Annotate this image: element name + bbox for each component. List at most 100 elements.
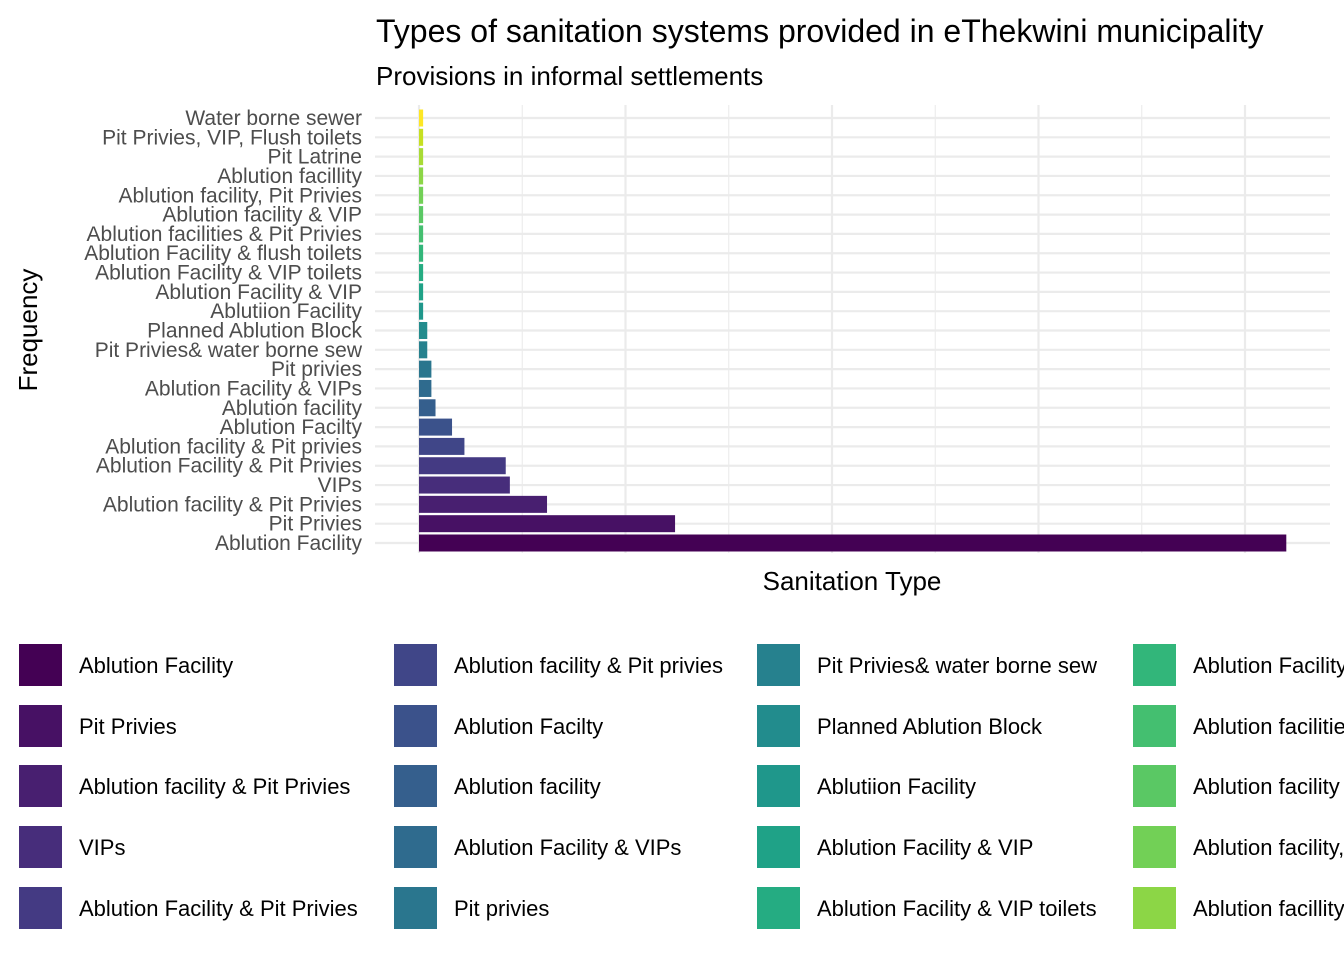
bar <box>419 379 432 397</box>
bar <box>419 225 424 243</box>
legend-item: Ablution facility & Pit privies <box>394 644 723 686</box>
bar <box>419 264 424 282</box>
legend-item: Ablution Facility & flush toilets <box>1133 644 1344 686</box>
legend-label: Planned Ablution Block <box>817 714 1043 739</box>
y-tick-label: Pit privies <box>271 358 362 381</box>
legend-item: Ablution Facility <box>19 644 233 686</box>
y-tick-label: Ablution facility & VIP <box>162 204 362 227</box>
y-tick-label: Pit Privies <box>269 513 362 536</box>
bar <box>419 437 465 455</box>
bar <box>419 476 510 494</box>
legend-key <box>757 765 800 807</box>
bar <box>419 495 548 513</box>
bar <box>419 457 506 475</box>
bar <box>419 341 428 359</box>
y-tick-label: Ablutiion Facility <box>210 300 362 323</box>
bar <box>419 167 424 185</box>
legend-item: Pit Privies& water borne sew <box>757 644 1097 686</box>
bars <box>419 109 1287 552</box>
y-tick-label: Ablution Facilty <box>220 416 363 439</box>
legend-label: Ablution facility & Pit Privies <box>79 774 350 799</box>
legend-key <box>394 705 437 747</box>
bar <box>419 534 1287 552</box>
legend-item: Ablution facility & VIP <box>1133 765 1344 807</box>
y-tick-label: Planned Ablution Block <box>147 320 362 343</box>
legend-label: Ablution Facilty <box>454 714 603 739</box>
legend-item: Ablution Facility & VIPs <box>394 826 681 868</box>
legend-item: Ablution Facility & VIP toilets <box>757 887 1097 929</box>
legend-item: Ablution Facilty <box>394 705 603 747</box>
x-axis-label: Sanitation Type <box>763 566 942 596</box>
y-tick-label: Ablution Facility <box>215 532 363 555</box>
legend-label: Ablution Facility & Pit Privies <box>79 896 358 921</box>
bar <box>419 515 676 533</box>
y-tick-label: Ablution Facility & VIPs <box>145 377 362 400</box>
legend-key <box>757 705 800 747</box>
legend-key <box>757 887 800 929</box>
legend-label: Ablution Facility & flush toilets <box>1193 653 1344 678</box>
y-tick-label: Ablution facillity <box>217 165 362 188</box>
legend: Ablution Facility Pit Privies Ablution fac… <box>19 644 1344 929</box>
legend-label: Ablution facillity <box>1193 896 1344 921</box>
bar <box>419 186 424 204</box>
bar <box>419 148 424 166</box>
legend-key <box>19 705 62 747</box>
legend-item: Ablutiion Facility <box>757 765 976 807</box>
legend-key <box>1133 887 1176 929</box>
legend-key <box>394 765 437 807</box>
legend-label: Ablution Facility & VIPs <box>454 835 681 860</box>
bar <box>419 206 424 224</box>
legend-label: Pit Privies <box>79 714 177 739</box>
legend-item: Ablution Facility & VIP <box>757 826 1033 868</box>
legend-label: Ablution facility, Pit Privies <box>1193 835 1344 860</box>
y-tick-label: Ablution facility & Pit Privies <box>103 493 362 516</box>
legend-key <box>1133 705 1176 747</box>
bar <box>419 128 424 146</box>
legend-key <box>19 887 62 929</box>
chart-title: Types of sanitation systems provided in … <box>376 13 1264 49</box>
legend-key <box>394 826 437 868</box>
legend-key <box>19 765 62 807</box>
bar <box>419 322 428 339</box>
legend-item: VIPs <box>19 826 125 868</box>
legend-key <box>1133 765 1176 807</box>
y-tick-label: Pit Latrine <box>267 146 362 169</box>
legend-key <box>1133 826 1176 868</box>
y-tick-label: Pit Privies, VIP, Flush toilets <box>102 126 362 149</box>
legend-item: Ablution facilities & Pit Privies <box>1133 705 1344 747</box>
y-tick-label: Pit Privies& water borne sew <box>95 339 363 362</box>
legend-key <box>1133 644 1176 686</box>
legend-label: Ablution Facility & VIP toilets <box>817 896 1097 921</box>
bar <box>419 283 424 301</box>
chart-subtitle: Provisions in informal settlements <box>376 61 763 91</box>
bar <box>419 244 424 262</box>
legend-label: Pit Privies& water borne sew <box>817 653 1097 678</box>
legend-label: VIPs <box>79 835 125 860</box>
y-tick-label: Ablution Facility & VIP <box>155 281 362 304</box>
legend-label: Ablution facilities & Pit Privies <box>1193 714 1344 739</box>
legend-item: Ablution Facility & Pit Privies <box>19 887 358 929</box>
bar <box>419 302 424 320</box>
legend-item: Ablution facility <box>394 765 601 807</box>
gridlines <box>375 105 1330 553</box>
legend-label: Ablutiion Facility <box>817 774 976 799</box>
legend-key <box>394 644 437 686</box>
legend-item: Ablution facility & Pit Privies <box>19 765 350 807</box>
y-tick-label: Water borne sewer <box>185 107 362 130</box>
legend-label: Ablution facility & VIP <box>1193 774 1344 799</box>
legend-label: Pit privies <box>454 896 549 921</box>
legend-item: Ablution facillity <box>1133 887 1344 929</box>
legend-label: Ablution Facility & VIP <box>817 835 1033 860</box>
y-tick-label: Ablution Facility & VIP toilets <box>95 262 362 285</box>
legend-key <box>19 826 62 868</box>
y-tick-label: Ablution facility, Pit Privies <box>118 184 362 207</box>
legend-key <box>394 887 437 929</box>
legend-item: Pit privies <box>394 887 549 929</box>
bar <box>419 418 453 436</box>
y-tick-label: Ablution facility & Pit privies <box>105 435 362 458</box>
bar <box>419 399 436 417</box>
y-tick-label: VIPs <box>318 474 362 497</box>
legend-label: Ablution Facility <box>79 653 233 678</box>
